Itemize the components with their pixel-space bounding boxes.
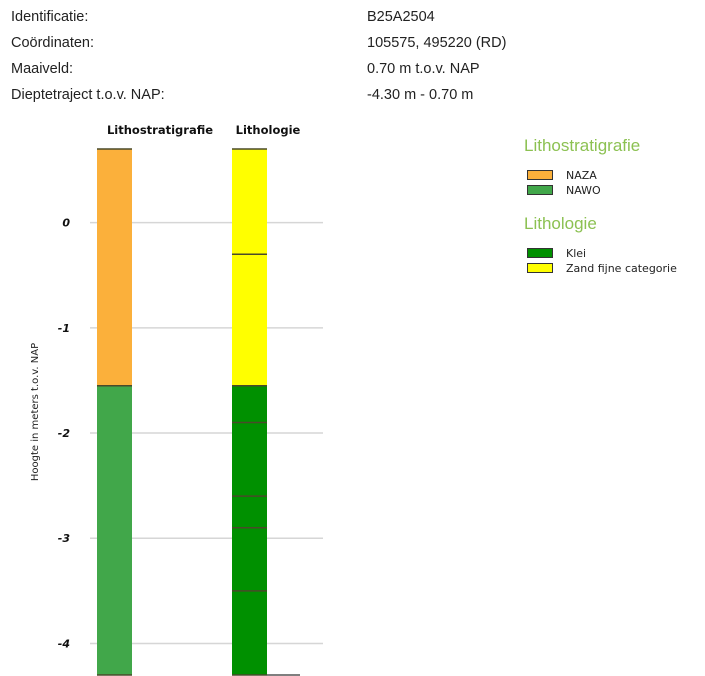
layer-naza	[97, 149, 132, 386]
y-tick-label: -1	[58, 322, 70, 335]
layer-klei	[232, 422, 267, 497]
y-tick-label: 0	[62, 217, 70, 230]
legend-label: Klei	[566, 247, 587, 260]
legend-swatch	[527, 185, 553, 195]
layer-zand-fijne-categorie	[232, 149, 267, 255]
legend-title: Lithologie	[524, 214, 597, 233]
layer-klei	[232, 590, 267, 675]
y-tick-labels: 0 -1 -2 -3 -4	[58, 217, 71, 651]
column-title-lithostratigrafie: Lithostratigrafie	[107, 123, 213, 137]
y-tick-label: -4	[58, 637, 70, 650]
info-value: 0.70 m t.o.v. NAP	[367, 61, 480, 77]
legend-item-zand-fijne-categorie: Zand fijne categorie	[524, 261, 704, 276]
info-value: B25A2504	[367, 9, 435, 25]
column-lithostratigrafie	[97, 148, 132, 676]
legend-group-lithostratigrafie: Lithostratigrafie NAZA NAWO	[524, 136, 704, 198]
column-lithologie	[232, 148, 267, 676]
legend-swatch	[527, 170, 553, 180]
info-label: Maaiveld:	[11, 61, 74, 77]
info-label: Dieptetraject t.o.v. NAP:	[11, 87, 165, 103]
layer-columns	[97, 148, 300, 676]
info-value: -4.30 m - 0.70 m	[367, 87, 474, 103]
borehole-chart: 0 -1 -2 -3 -4 Lithostratigrafie Lithologie H…	[30, 123, 323, 676]
info-row-dieptetraject: Dieptetraject t.o.v. NAP: -4.30 m - 0.70…	[11, 86, 571, 112]
legend-group-lithologie: Lithologie Klei Zand fijne categorie	[524, 214, 704, 276]
info-value: 105575, 495220 (RD)	[367, 35, 507, 51]
legend: Lithostratigrafie NAZA NAWO Lithologie K…	[524, 136, 704, 292]
layer-zand-fijne-categorie	[232, 254, 267, 386]
info-row-identificatie: Identificatie: B25A2504	[11, 8, 571, 34]
info-row-maaiveld: Maaiveld: 0.70 m t.o.v. NAP	[11, 60, 571, 86]
info-row-coordinaten: Coördinaten: 105575, 495220 (RD)	[11, 34, 571, 60]
info-label: Coördinaten:	[11, 35, 95, 51]
legend-label: NAZA	[566, 169, 597, 182]
layer-nawo	[97, 385, 132, 675]
legend-title: Lithostratigrafie	[524, 136, 641, 155]
legend-item-klei: Klei	[524, 246, 704, 261]
y-axis-label: Hoogte in meters t.o.v. NAP	[30, 343, 41, 481]
layer-klei	[232, 496, 267, 528]
borehole-info: Identificatie: B25A2504 Coördinaten: 105…	[11, 8, 571, 112]
y-tick-label: -3	[58, 532, 71, 545]
column-title-lithologie: Lithologie	[236, 123, 301, 137]
legend-item-naza: NAZA	[524, 168, 704, 183]
info-label: Identificatie:	[11, 9, 89, 25]
legend-item-nawo: NAWO	[524, 183, 704, 198]
layer-klei	[232, 385, 267, 423]
legend-label: NAWO	[566, 184, 601, 197]
legend-swatch	[527, 248, 553, 258]
legend-label: Zand fijne categorie	[566, 262, 677, 275]
legend-swatch	[527, 263, 553, 273]
y-tick-label: -2	[58, 427, 71, 440]
layer-klei	[232, 527, 267, 591]
